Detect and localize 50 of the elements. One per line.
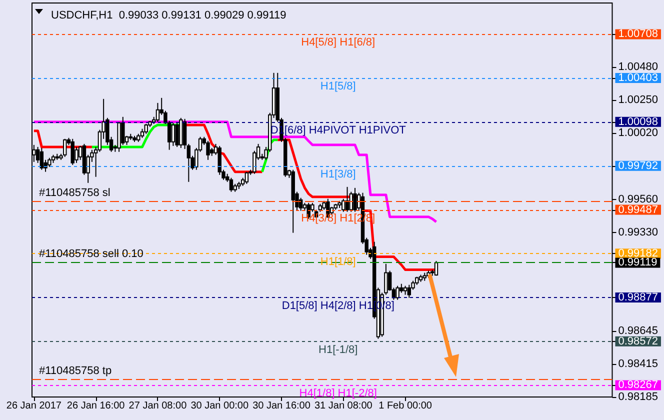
ref-line-label: #110485758 sell 0.10 (39, 248, 144, 260)
ref-line-label: H1[3/8] (320, 168, 356, 180)
candlestick (121, 116, 125, 146)
y-tick-label: 1.00020 (618, 127, 658, 140)
ref-line-label: #110485758 tp (39, 365, 112, 378)
y-tick-label: 0.98267 (618, 379, 658, 392)
candlestick (63, 138, 67, 158)
candlestick (206, 140, 210, 160)
candlestick (156, 102, 160, 122)
y-tick-label: 0.99119 (618, 256, 658, 269)
candlestick (175, 122, 179, 148)
candlestick (70, 138, 74, 166)
ref-line-label: H1[-1/8] (318, 344, 358, 356)
y-tick-label: 0.99792 (618, 160, 658, 172)
y-tick-label: 1.00480 (618, 60, 658, 73)
y-tick-label: 1.00250 (618, 94, 658, 106)
y-tick-label: 0.99560 (618, 193, 658, 206)
candlestick (244, 171, 249, 184)
y-tick-label: 0.99487 (618, 204, 658, 216)
candlestick (396, 285, 400, 300)
y-tick-label: 0.99330 (618, 226, 658, 238)
x-tick-label: 30 Jan 00:00 (190, 400, 249, 412)
x-tick-label: 26 Jan 2017 (6, 400, 62, 412)
candlestick (40, 147, 44, 170)
candlestick (229, 177, 234, 192)
x-tick-label: 1 Feb 00:00 (378, 400, 432, 412)
ref-line-label: H1[5/8] (320, 80, 356, 93)
line-series (32, 120, 438, 224)
y-tick-label: 1.00403 (618, 72, 658, 84)
y-tick-label: 1.00708 (618, 28, 658, 40)
x-tick-label: 27 Jan 08:00 (128, 400, 188, 412)
y-tick-label: 0.98572 (618, 335, 658, 348)
x-tick-label: 26 Jan 16:00 (66, 400, 126, 412)
candlestick (171, 122, 176, 146)
x-tick-label: 31 Jan 08:00 (314, 400, 373, 412)
ref-line-label: H4[5/8] H1[6/8] (301, 36, 376, 49)
y-tick-label: 0.98877 (618, 291, 658, 304)
ref-line-label: #110485758 sl (39, 186, 110, 199)
y-tick-label: 0.98185 (618, 391, 658, 403)
candlestick (342, 198, 346, 212)
y-tick-label: 0.98415 (618, 358, 658, 370)
candlestick (434, 260, 438, 276)
y-tick-label: 0.98645 (618, 324, 658, 337)
x-tick-label: 30 Jan 16:00 (252, 400, 311, 412)
candlestick (353, 187, 357, 212)
y-tick-label: 1.00098 (618, 116, 658, 128)
candlestick (140, 128, 144, 138)
candlestick (144, 123, 148, 134)
candlestick (407, 284, 412, 298)
text: USDCHF,H1 0.99033 0.99131 0.99029 0.99119 (51, 10, 286, 22)
